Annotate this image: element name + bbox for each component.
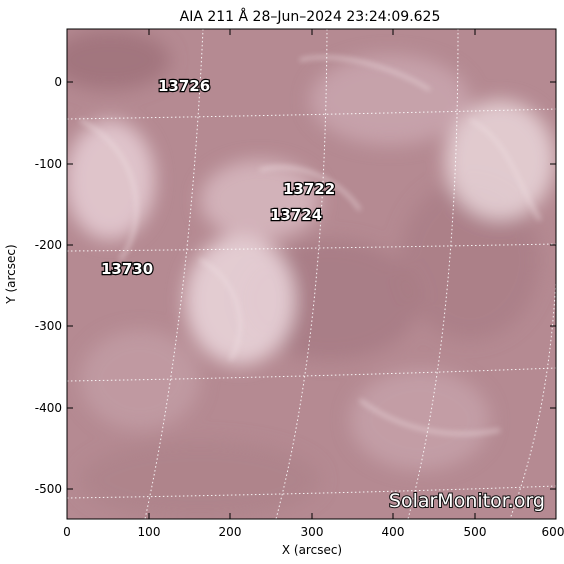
x-axis-label: X (arcsec): [282, 543, 342, 557]
y-tick-label: -100: [35, 157, 62, 171]
region-label: 13730: [101, 260, 153, 278]
region-label: 13722: [283, 180, 335, 198]
y-tick-labels: 0 -100 -200 -300 -400 -500: [35, 75, 62, 496]
region-label: 13724: [270, 206, 322, 224]
y-tick-label: 0: [54, 75, 62, 89]
x-tick-label: 200: [219, 525, 242, 539]
credit-watermark: SolarMonitor.org: [389, 490, 545, 512]
image-title: AIA 211 Å 28–Jun–2024 23:24:09.625: [180, 8, 441, 25]
y-axis-label: Y (arcsec): [4, 244, 18, 304]
y-tick-label: -400: [35, 401, 62, 415]
x-tick-label: 300: [301, 525, 324, 539]
y-tick-label: -200: [35, 238, 62, 252]
x-tick-label: 500: [464, 525, 487, 539]
y-tick-label: -500: [35, 482, 62, 496]
x-tick-label: 600: [542, 525, 564, 539]
tick-marks: [66, 29, 557, 519]
y-tick-label: -300: [35, 319, 62, 333]
x-tick-labels: 0 100 200 300 400 500 600: [63, 525, 564, 539]
coordinate-grid: [67, 29, 556, 519]
region-label: 13726: [158, 77, 210, 95]
solar-image: [67, 29, 556, 519]
x-tick-label: 100: [138, 525, 161, 539]
x-tick-label: 0: [63, 525, 71, 539]
x-tick-label: 400: [382, 525, 405, 539]
